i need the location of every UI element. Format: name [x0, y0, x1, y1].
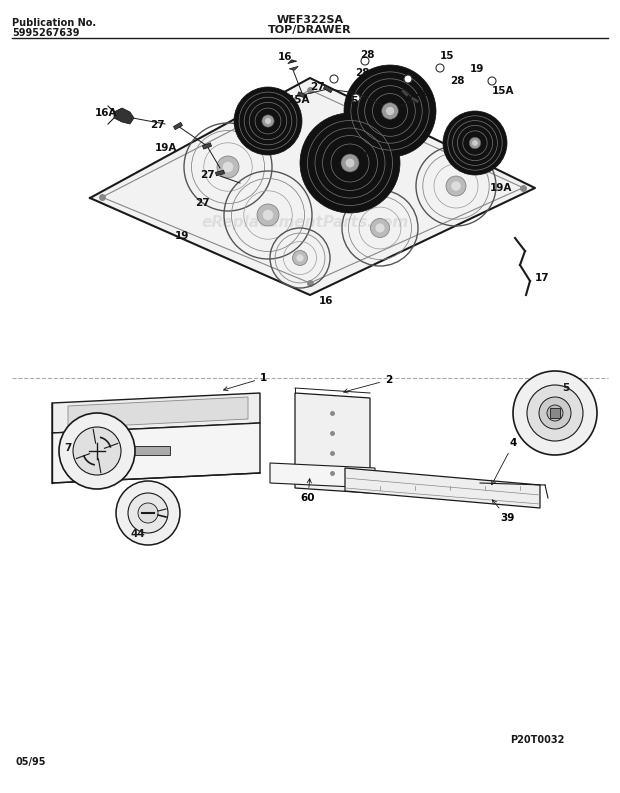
Circle shape [217, 156, 239, 178]
Circle shape [451, 181, 461, 191]
Polygon shape [324, 86, 332, 93]
Text: WEF322SA: WEF322SA [277, 15, 343, 25]
Circle shape [352, 94, 360, 102]
Polygon shape [289, 67, 298, 71]
Text: Publication No.: Publication No. [12, 18, 96, 28]
Circle shape [539, 397, 571, 429]
Text: 27: 27 [355, 148, 370, 158]
Text: 16A: 16A [95, 108, 118, 118]
Circle shape [341, 154, 359, 172]
Polygon shape [90, 78, 535, 295]
Circle shape [138, 503, 158, 523]
Circle shape [404, 75, 412, 83]
Bar [130, 446, 170, 455]
Circle shape [443, 111, 507, 175]
Polygon shape [288, 59, 297, 63]
Circle shape [128, 493, 168, 533]
Text: 60: 60 [301, 479, 315, 503]
Circle shape [293, 251, 308, 266]
Circle shape [527, 385, 583, 441]
Circle shape [446, 176, 466, 196]
Text: 05/95: 05/95 [15, 757, 45, 767]
Text: 19: 19 [175, 231, 189, 241]
Text: TOP/DRAWER: TOP/DRAWER [268, 25, 352, 35]
Text: 28: 28 [360, 50, 374, 60]
Polygon shape [216, 170, 224, 176]
Circle shape [234, 87, 302, 155]
Text: P20T0032: P20T0032 [510, 735, 564, 745]
Text: 5: 5 [562, 383, 569, 393]
Circle shape [472, 140, 478, 146]
Polygon shape [52, 423, 260, 483]
Text: 39: 39 [492, 500, 515, 523]
Polygon shape [410, 96, 420, 104]
Text: 27: 27 [200, 170, 215, 180]
Text: 27: 27 [150, 120, 165, 130]
Circle shape [257, 204, 279, 226]
Circle shape [345, 159, 355, 167]
Text: 19: 19 [470, 64, 484, 74]
Circle shape [296, 255, 304, 262]
Circle shape [262, 115, 274, 127]
Text: 15A: 15A [492, 86, 515, 96]
Text: 19A: 19A [490, 183, 512, 193]
Text: 15: 15 [440, 51, 454, 61]
Polygon shape [401, 89, 409, 98]
Text: 19A: 19A [155, 143, 177, 153]
Polygon shape [114, 108, 134, 124]
Circle shape [371, 219, 389, 237]
Text: eReplacementParts.com: eReplacementParts.com [202, 216, 409, 231]
Circle shape [344, 65, 436, 157]
Text: 5995267639: 5995267639 [12, 28, 79, 38]
Text: 7: 7 [64, 443, 72, 453]
Polygon shape [298, 92, 306, 98]
Circle shape [116, 481, 180, 545]
Polygon shape [270, 463, 375, 488]
Text: 27: 27 [195, 198, 210, 208]
Text: 1: 1 [224, 373, 267, 391]
Circle shape [330, 75, 338, 83]
Polygon shape [52, 393, 260, 433]
Circle shape [263, 209, 273, 220]
Circle shape [361, 57, 369, 65]
Text: 27: 27 [310, 82, 325, 92]
Bar [550, 408, 560, 418]
Text: 4: 4 [492, 438, 517, 485]
Text: 17: 17 [535, 273, 549, 283]
Polygon shape [174, 122, 182, 130]
Circle shape [59, 413, 135, 489]
Polygon shape [295, 393, 370, 493]
Circle shape [382, 103, 398, 119]
Circle shape [436, 64, 444, 72]
Text: 28: 28 [415, 88, 430, 98]
Circle shape [223, 162, 233, 172]
Text: 16: 16 [278, 52, 293, 62]
Polygon shape [203, 143, 211, 149]
Circle shape [547, 405, 563, 421]
Circle shape [300, 113, 400, 213]
Circle shape [265, 118, 271, 124]
Circle shape [386, 107, 394, 115]
Circle shape [469, 137, 481, 149]
Text: 2: 2 [343, 375, 392, 393]
Polygon shape [345, 468, 540, 508]
Circle shape [488, 77, 496, 85]
Text: 15A: 15A [288, 95, 311, 105]
Text: 44: 44 [131, 529, 145, 539]
Circle shape [513, 371, 597, 455]
Text: 28: 28 [450, 76, 464, 86]
Polygon shape [68, 397, 248, 428]
Circle shape [73, 427, 121, 475]
Text: 28: 28 [355, 68, 370, 78]
Text: 15: 15 [345, 96, 360, 106]
Text: 16: 16 [319, 296, 334, 306]
Circle shape [376, 224, 384, 232]
